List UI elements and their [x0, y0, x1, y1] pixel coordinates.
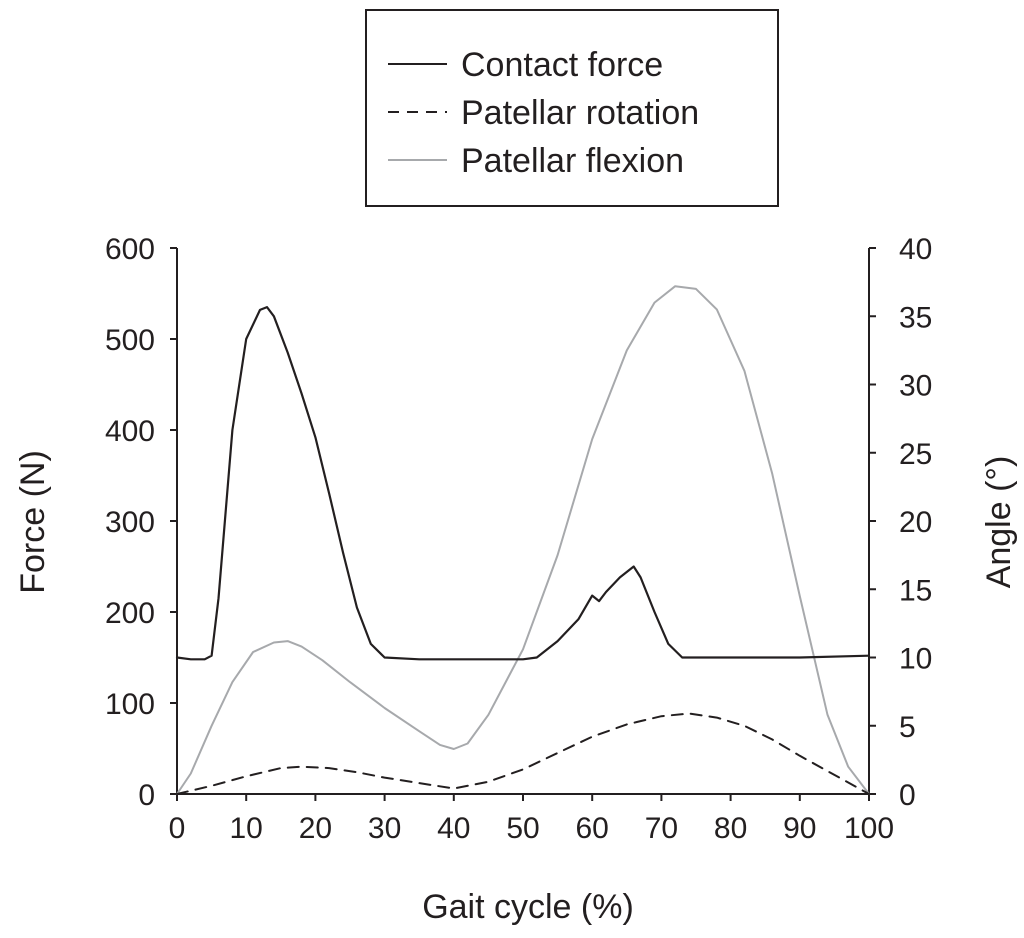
legend-label-patellar-rotation: Patellar rotation: [461, 94, 699, 132]
y-right-tick-label: 5: [899, 711, 916, 744]
y-left-tick-label: 400: [105, 415, 155, 448]
x-tick-label: 90: [783, 812, 816, 845]
y-axis-right-title: Angle (°): [980, 456, 1018, 589]
y-axis-left-title: Force (N): [14, 450, 52, 594]
y-left-tick-label: 200: [105, 597, 155, 630]
y-left-tick-label: 300: [105, 506, 155, 539]
x-tick-label: 100: [844, 812, 894, 845]
legend-label-contact-force: Contact force: [461, 46, 663, 84]
x-tick-label: 60: [576, 812, 609, 845]
y-left-tick-label: 500: [105, 324, 155, 357]
legend-label-patellar-flexion: Patellar flexion: [461, 142, 684, 180]
x-tick-label: 80: [714, 812, 747, 845]
x-tick-label: 50: [506, 812, 539, 845]
x-tick-label: 30: [368, 812, 401, 845]
legend-box: [365, 9, 779, 207]
series-patellar-flexion-line: [176, 285, 870, 795]
x-axis-title: Gait cycle (%): [422, 888, 634, 926]
y-left-tick-label: 0: [138, 779, 155, 812]
y-right-tick-label: 20: [899, 506, 932, 539]
y-right-tick-label: 25: [899, 438, 932, 471]
y-right-tick-label: 10: [899, 643, 932, 676]
y-right-tick-label: 35: [899, 301, 932, 334]
y-right-tick-label: 0: [899, 779, 916, 812]
series-contact-force-line: [175, 306, 871, 661]
y-right-tick-label: 40: [899, 233, 932, 266]
y-right-tick-label: 15: [899, 574, 932, 607]
series-layer: [175, 285, 871, 795]
legend: Contact force Patellar rotation Patellar…: [365, 9, 779, 207]
y-left-tick-label: 600: [105, 233, 155, 266]
x-tick-label: 10: [230, 812, 263, 845]
x-tick-label: 40: [437, 812, 470, 845]
series-patellar-rotation-line: [176, 712, 870, 795]
x-tick-label: 70: [645, 812, 678, 845]
x-tick-label: 20: [299, 812, 332, 845]
y-left-tick-label: 100: [105, 688, 155, 721]
y-right-tick-label: 30: [899, 370, 932, 403]
x-tick-label: 0: [169, 812, 186, 845]
